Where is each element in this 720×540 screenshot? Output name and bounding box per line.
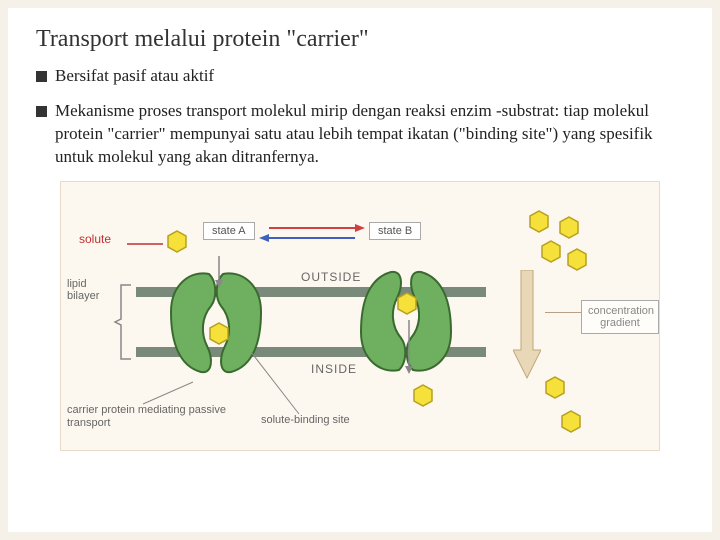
bullet-marker-icon <box>36 106 47 117</box>
label-solute: solute <box>79 232 111 246</box>
solute-hexagon-icon <box>567 248 587 271</box>
state-a-box: state A <box>203 222 255 240</box>
solute-hexagon-icon <box>559 216 579 239</box>
bullet-text: Mekanisme proses transport molekul mirip… <box>55 100 684 169</box>
solute-hexagon-icon <box>529 210 549 233</box>
solute-hexagon-icon <box>541 240 561 263</box>
pointer-line-icon <box>545 312 581 313</box>
slide-content: Transport melalui protein "carrier" Bers… <box>8 8 712 532</box>
down-arrow-icon <box>401 318 417 378</box>
carrier-diagram: solute lipid bilayer state A state B OUT… <box>60 181 660 451</box>
state-b-box: state B <box>369 222 421 240</box>
bilayer-bracket-icon <box>113 282 135 362</box>
down-arrow-icon <box>211 254 227 290</box>
solute-hexagon-icon <box>545 376 565 399</box>
solute-hexagon-icon <box>561 410 581 433</box>
solute-pointer-icon <box>125 238 175 258</box>
slide-title: Transport melalui protein "carrier" <box>36 26 684 53</box>
solute-hexagon-icon <box>209 322 229 345</box>
bullet-item: Mekanisme proses transport molekul mirip… <box>36 100 684 169</box>
pointer-line-icon <box>139 380 199 408</box>
bullet-text: Bersifat pasif atau aktif <box>55 65 214 88</box>
pointer-line-icon <box>247 348 307 418</box>
gradient-arrow-icon <box>513 270 541 380</box>
label-gradient: concentration gradient <box>581 300 659 334</box>
solute-hexagon-icon <box>397 292 417 315</box>
solute-hexagon-icon <box>413 384 433 407</box>
state-arrows-icon <box>257 220 367 244</box>
bullet-item: Bersifat pasif atau aktif <box>36 65 684 88</box>
bullet-marker-icon <box>36 71 47 82</box>
label-lipid-bilayer: lipid bilayer <box>67 278 117 302</box>
